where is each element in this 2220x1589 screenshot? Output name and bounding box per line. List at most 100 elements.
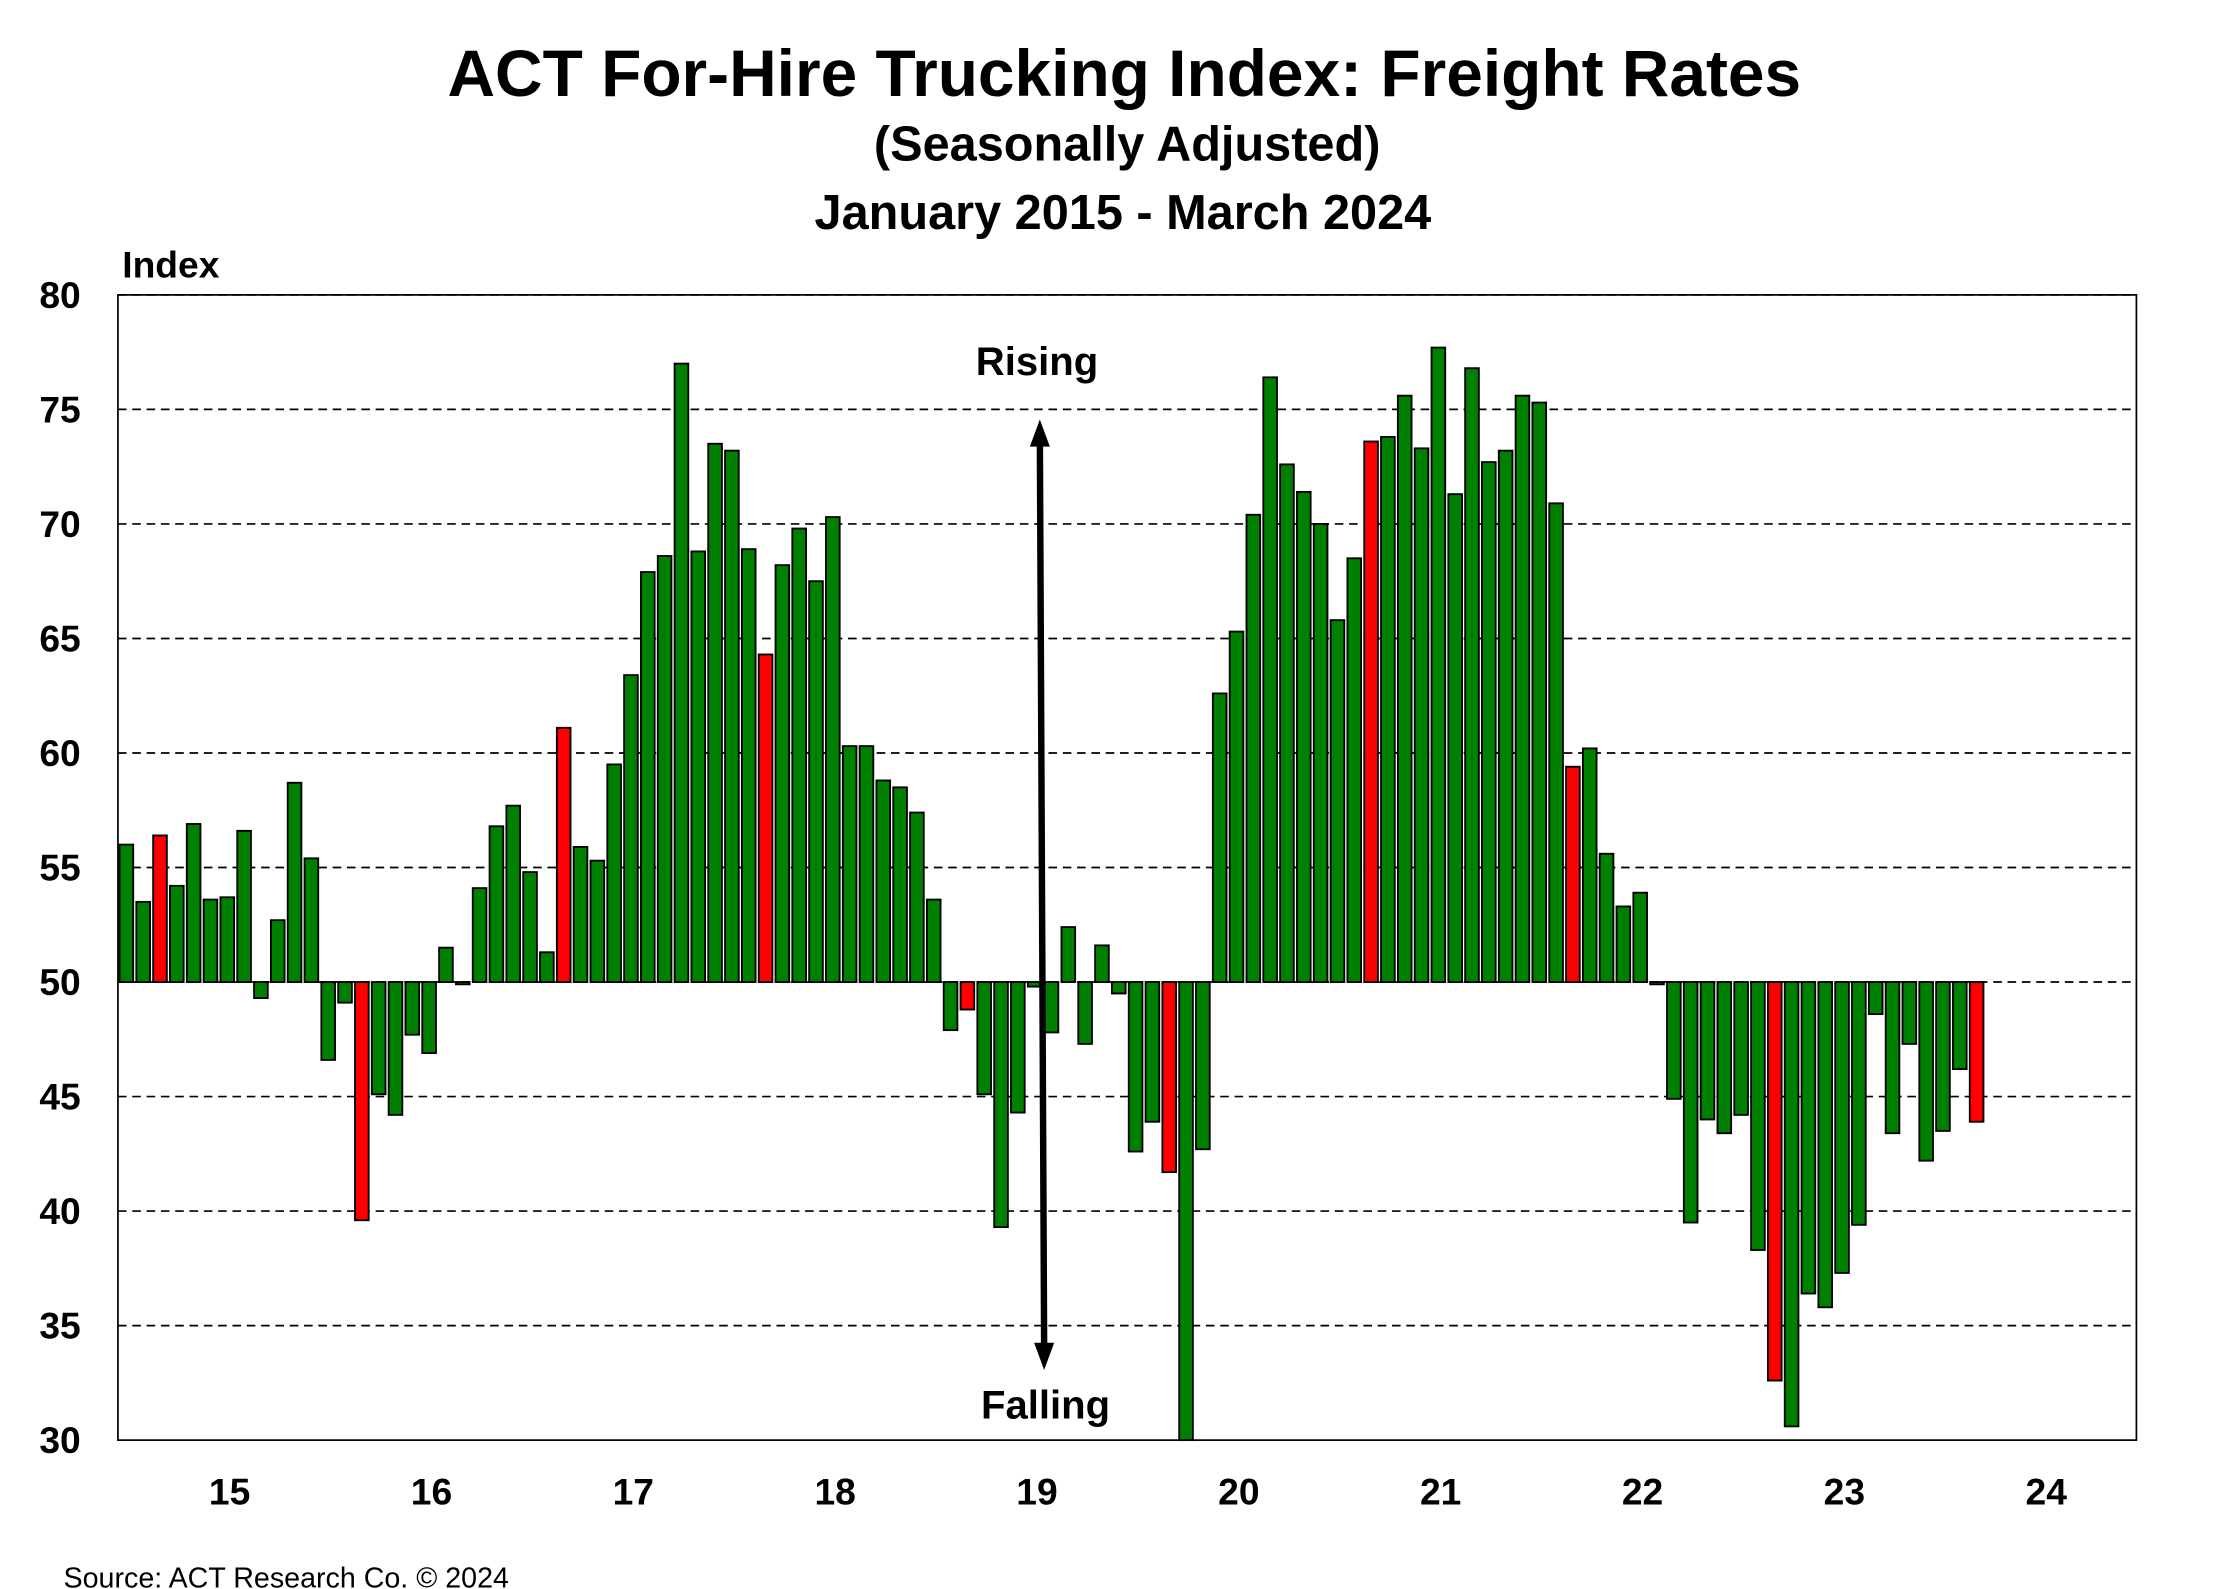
chart-title: ACT For-Hire Trucking Index: Freight Rat… bbox=[448, 36, 1802, 110]
bar bbox=[1565, 765, 1581, 983]
bar bbox=[1497, 449, 1514, 983]
bar bbox=[1581, 747, 1598, 983]
bar bbox=[1211, 692, 1228, 983]
bar bbox=[539, 951, 555, 983]
bar bbox=[858, 745, 875, 983]
bar bbox=[1733, 981, 1749, 1116]
bar bbox=[1127, 981, 1144, 1153]
bar bbox=[219, 896, 236, 983]
bar bbox=[555, 726, 572, 983]
bar bbox=[1111, 981, 1127, 995]
bar bbox=[1296, 490, 1312, 983]
source-note: Source: ACT Research Co. © 2024 bbox=[64, 1563, 509, 1589]
bar bbox=[1867, 981, 1884, 1016]
bar bbox=[1699, 981, 1716, 1121]
bar bbox=[1396, 394, 1413, 983]
bar bbox=[522, 871, 538, 983]
bar bbox=[690, 550, 707, 983]
y-tick-label: 65 bbox=[39, 617, 80, 659]
bar bbox=[1094, 944, 1110, 983]
bar bbox=[1010, 981, 1026, 1114]
bar bbox=[1632, 891, 1648, 983]
bar bbox=[1195, 981, 1211, 1151]
bar bbox=[1245, 513, 1262, 983]
bar bbox=[1279, 463, 1295, 983]
y-tick-label: 70 bbox=[39, 503, 80, 545]
bar bbox=[1952, 981, 1968, 1070]
bar bbox=[303, 857, 320, 983]
bar bbox=[152, 834, 168, 983]
bar bbox=[455, 981, 471, 986]
x-tick-label: 15 bbox=[209, 1471, 250, 1513]
bar bbox=[606, 763, 622, 983]
y-tick-label: 75 bbox=[39, 388, 80, 430]
bar bbox=[1666, 981, 1682, 1100]
bar bbox=[724, 449, 740, 983]
bar bbox=[993, 981, 1009, 1229]
y-tick-label: 30 bbox=[39, 1419, 80, 1461]
chart-subtitle: (Seasonally Adjusted) bbox=[874, 117, 1380, 171]
x-tick-label: 19 bbox=[1016, 1471, 1057, 1513]
bar bbox=[875, 779, 892, 983]
bar bbox=[925, 898, 942, 983]
bar bbox=[236, 829, 252, 983]
falling-label: Falling bbox=[981, 1384, 1110, 1428]
bar bbox=[1716, 981, 1733, 1135]
bar bbox=[959, 981, 976, 1011]
bar bbox=[1851, 981, 1867, 1226]
bar bbox=[1178, 981, 1194, 1442]
bar bbox=[505, 804, 521, 983]
bar bbox=[471, 887, 488, 983]
rising-falling-arrow bbox=[1029, 419, 1055, 1370]
bar bbox=[1548, 502, 1564, 983]
bar bbox=[1447, 493, 1463, 983]
y-tick-label: 55 bbox=[39, 846, 80, 888]
bar bbox=[1767, 981, 1783, 1382]
bar bbox=[1514, 394, 1531, 983]
bar bbox=[387, 981, 404, 1116]
bar bbox=[1649, 981, 1665, 986]
bar bbox=[1935, 981, 1951, 1132]
bar bbox=[1783, 981, 1800, 1428]
bar bbox=[1884, 981, 1901, 1135]
bar bbox=[1346, 557, 1363, 983]
bar bbox=[909, 811, 925, 983]
bar bbox=[808, 580, 824, 983]
bar bbox=[1380, 435, 1396, 983]
bar bbox=[774, 564, 791, 983]
bar bbox=[1682, 981, 1699, 1224]
bar bbox=[135, 900, 151, 983]
bar bbox=[1161, 981, 1177, 1174]
x-tick-label: 21 bbox=[1420, 1471, 1461, 1513]
bar bbox=[1329, 619, 1346, 983]
bar bbox=[673, 362, 690, 983]
bar bbox=[169, 884, 185, 983]
bar bbox=[1800, 981, 1817, 1295]
bar bbox=[825, 516, 841, 983]
bar bbox=[354, 981, 370, 1222]
bar bbox=[1043, 981, 1060, 1034]
bar bbox=[1901, 981, 1918, 1045]
bar bbox=[370, 981, 387, 1096]
bar bbox=[438, 946, 454, 983]
bar bbox=[942, 981, 959, 1032]
y-axis-label: Index bbox=[122, 244, 219, 286]
bar bbox=[1615, 905, 1632, 983]
bar bbox=[1918, 981, 1934, 1162]
bar bbox=[892, 786, 908, 983]
bar bbox=[1262, 376, 1278, 983]
bar bbox=[1077, 981, 1093, 1045]
bar bbox=[320, 981, 336, 1061]
x-tick-label: 22 bbox=[1622, 1471, 1663, 1513]
bar bbox=[1312, 523, 1329, 983]
bar bbox=[286, 781, 303, 983]
bar bbox=[707, 442, 723, 983]
x-tick-label: 23 bbox=[1824, 1471, 1865, 1513]
bar bbox=[337, 981, 353, 1004]
bar bbox=[572, 845, 589, 983]
bar bbox=[589, 859, 606, 983]
bar bbox=[640, 571, 656, 983]
bar bbox=[623, 674, 639, 983]
y-tick-label: 60 bbox=[39, 732, 80, 774]
bar bbox=[1750, 981, 1766, 1251]
